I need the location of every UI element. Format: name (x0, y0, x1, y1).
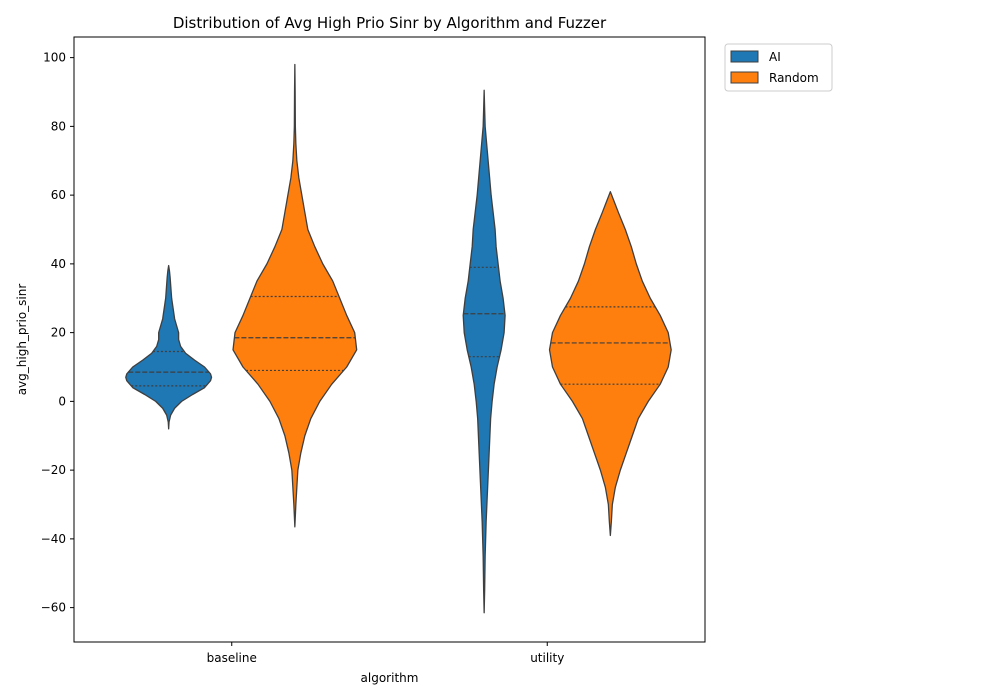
violin-ai-baseline (125, 264, 213, 430)
y-tick-label: 60 (51, 188, 66, 202)
plot-frame (73, 36, 706, 643)
y-tick-label: −60 (41, 601, 66, 615)
y-tick-label: 0 (58, 394, 66, 408)
violin-ai-utility (462, 89, 506, 614)
x-tick-label: utility (530, 651, 564, 665)
violins-layer (125, 63, 672, 614)
y-tick-label: −40 (41, 532, 66, 546)
x-axis-title: algorithm (361, 671, 419, 685)
legend-label-ai: AI (769, 50, 781, 64)
y-axis-title: avg_high_prio_sinr (15, 284, 29, 396)
x-tick-label: baseline (207, 651, 257, 665)
y-tick-label: 100 (43, 51, 66, 65)
violin-random-utility (548, 191, 672, 537)
x-axis: baseline utility (207, 642, 564, 665)
chart-title: Distribution of Avg High Prio Sinr by Al… (173, 14, 607, 32)
y-tick-label: −20 (41, 463, 66, 477)
violin-random-baseline (232, 63, 358, 528)
y-tick-label: 40 (51, 257, 66, 271)
legend-swatch-random (730, 71, 759, 84)
legend-label-random: Random (769, 71, 819, 85)
y-tick-label: 20 (51, 326, 66, 340)
y-axis: −60 −40 −20 0 20 40 60 80 100 (41, 51, 74, 615)
legend: AI Random (724, 43, 833, 92)
legend-swatch-ai (730, 50, 759, 63)
y-tick-label: 80 (51, 119, 66, 133)
